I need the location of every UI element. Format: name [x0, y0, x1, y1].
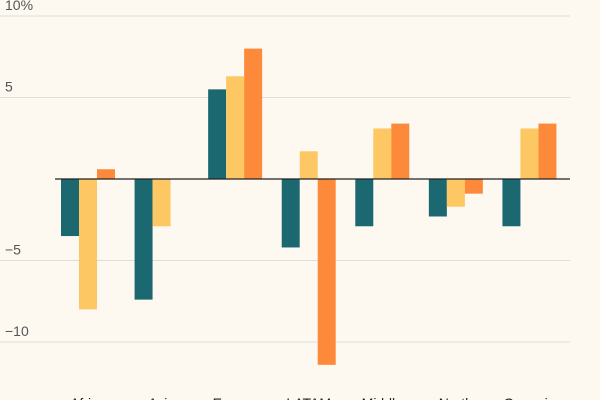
- x-category-label: Middle: [362, 395, 403, 400]
- bar-europe-series-1: [208, 89, 227, 179]
- bar-north-series-1: [428, 179, 447, 217]
- bar-asia-series-1: [134, 179, 153, 300]
- bar-latam-series-2: [299, 151, 318, 179]
- bar-middle-series-1: [355, 179, 374, 227]
- bar-africa-series-2: [79, 179, 97, 310]
- bar-oceania-series-1: [502, 179, 521, 227]
- x-category-labels: Africa Asia Europe LATAM Middle North Oceania: [70, 395, 556, 400]
- bar-europe-series-2: [226, 76, 245, 179]
- bar-latam-series-1: [281, 179, 300, 248]
- bar-oceania-series-3: [538, 123, 557, 179]
- bar-africa-series-3: [97, 169, 115, 179]
- x-category-label: Asia: [148, 395, 175, 400]
- x-category-label: Oceania: [503, 395, 555, 400]
- bar-europe-series-3: [244, 48, 263, 179]
- x-category-label: North: [439, 395, 473, 400]
- bar-north-series-2: [446, 179, 465, 207]
- x-category-label: Africa: [70, 395, 106, 400]
- bar-asia-series-2: [152, 179, 171, 227]
- bar-north-series-3: [464, 179, 483, 194]
- y-tick-label: −5: [5, 242, 21, 258]
- y-tick-label: −10: [5, 323, 29, 339]
- x-category-label: LATAM: [286, 395, 331, 400]
- y-tick-label: 5: [5, 79, 13, 95]
- bar-middle-series-2: [373, 128, 392, 179]
- bar-middle-series-3: [391, 123, 410, 179]
- bar-latam-series-3: [317, 179, 336, 365]
- bar-africa-series-1: [61, 179, 79, 237]
- x-category-label: Europe: [213, 395, 258, 400]
- bar-oceania-series-2: [520, 128, 539, 179]
- bars: [61, 48, 557, 365]
- y-tick-label: 10%: [5, 0, 33, 13]
